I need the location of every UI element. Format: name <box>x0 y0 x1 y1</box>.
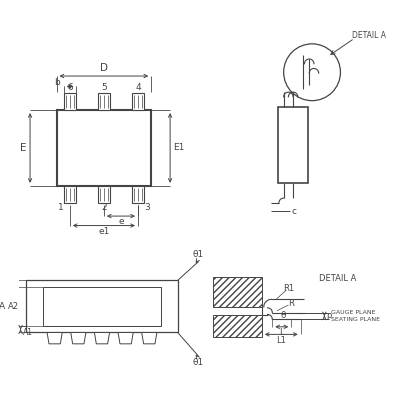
Text: E: E <box>20 143 27 153</box>
Text: SEATING PLANE: SEATING PLANE <box>331 317 380 322</box>
Text: R: R <box>288 299 294 308</box>
Bar <box>132 186 144 203</box>
Text: 5: 5 <box>101 83 107 92</box>
Text: A1: A1 <box>22 328 32 337</box>
Bar <box>56 110 151 186</box>
Text: A2: A2 <box>8 302 18 311</box>
Text: L1: L1 <box>276 336 286 344</box>
Bar <box>43 286 161 326</box>
Bar <box>64 93 76 110</box>
Bar <box>213 277 262 307</box>
Text: E1: E1 <box>173 144 184 152</box>
Text: DETAIL A: DETAIL A <box>352 31 386 40</box>
Text: R1: R1 <box>283 284 294 292</box>
Polygon shape <box>47 332 62 344</box>
Text: θ1: θ1 <box>193 358 204 367</box>
Polygon shape <box>142 332 157 344</box>
Polygon shape <box>118 332 133 344</box>
Text: A: A <box>0 302 5 311</box>
Text: c: c <box>292 207 296 216</box>
Bar <box>98 186 110 203</box>
Bar <box>132 93 144 110</box>
Polygon shape <box>71 332 86 344</box>
Text: θ: θ <box>281 311 286 320</box>
Text: ρ: ρ <box>326 312 332 320</box>
Text: θ1: θ1 <box>193 250 204 259</box>
Bar <box>213 314 262 337</box>
Bar <box>278 107 308 183</box>
Text: b: b <box>54 78 60 87</box>
Text: 2: 2 <box>101 203 107 212</box>
Text: e1: e1 <box>98 227 110 236</box>
Bar <box>64 186 76 203</box>
Text: 6: 6 <box>67 83 73 92</box>
Polygon shape <box>94 332 110 344</box>
Text: e: e <box>118 217 124 226</box>
Text: 1: 1 <box>58 203 63 212</box>
Bar <box>26 280 178 332</box>
Text: GAUGE PLANE: GAUGE PLANE <box>331 310 376 315</box>
Text: D: D <box>100 64 108 74</box>
Bar <box>98 93 110 110</box>
Text: 3: 3 <box>144 203 150 212</box>
Text: 4: 4 <box>135 83 141 92</box>
Text: DETAIL A: DETAIL A <box>319 274 356 283</box>
Text: L: L <box>280 328 284 337</box>
